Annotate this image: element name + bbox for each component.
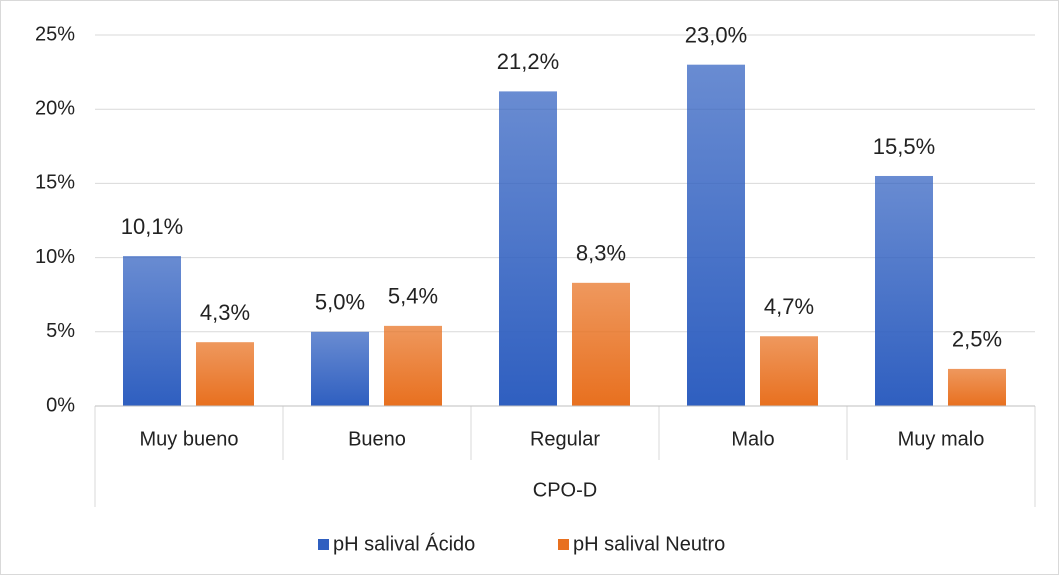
data-label: 23,0% xyxy=(685,22,747,47)
data-label: 4,3% xyxy=(200,300,250,325)
data-label: 5,4% xyxy=(388,284,438,309)
x-tick-label: Regular xyxy=(530,428,600,450)
x-tick-label: Bueno xyxy=(348,428,406,450)
bar xyxy=(948,368,1006,406)
data-label: 2,5% xyxy=(952,327,1002,352)
y-tick-label: 0% xyxy=(46,394,75,416)
bar xyxy=(311,331,369,406)
data-label: 15,5% xyxy=(873,134,935,159)
legend-swatch xyxy=(558,539,569,550)
y-tick-label: 5% xyxy=(46,320,75,342)
x-axis-title: CPO-D xyxy=(533,479,597,501)
x-tick-label: Muy malo xyxy=(898,428,985,450)
data-label: 8,3% xyxy=(576,241,626,266)
legend-label: pH salival Ácido xyxy=(333,532,475,555)
y-tick-label: 15% xyxy=(35,172,75,194)
data-label: 5,0% xyxy=(315,290,365,315)
legend-label: pH salival Neutro xyxy=(573,533,725,555)
y-tick-label: 25% xyxy=(35,23,75,45)
y-tick-label: 10% xyxy=(35,246,75,268)
x-tick-label: Muy bueno xyxy=(140,428,239,450)
bar xyxy=(499,91,557,406)
y-tick-label: 20% xyxy=(35,97,75,119)
bar xyxy=(875,175,933,406)
data-label: 21,2% xyxy=(497,49,559,74)
bar xyxy=(123,256,181,406)
bar xyxy=(687,64,745,407)
data-label: 4,7% xyxy=(764,294,814,319)
data-label: 10,1% xyxy=(121,214,183,239)
x-tick-label: Malo xyxy=(731,428,774,450)
bar xyxy=(384,325,442,406)
bar xyxy=(760,336,818,406)
legend-swatch xyxy=(318,539,329,550)
bar xyxy=(572,282,630,406)
bar xyxy=(196,342,254,406)
